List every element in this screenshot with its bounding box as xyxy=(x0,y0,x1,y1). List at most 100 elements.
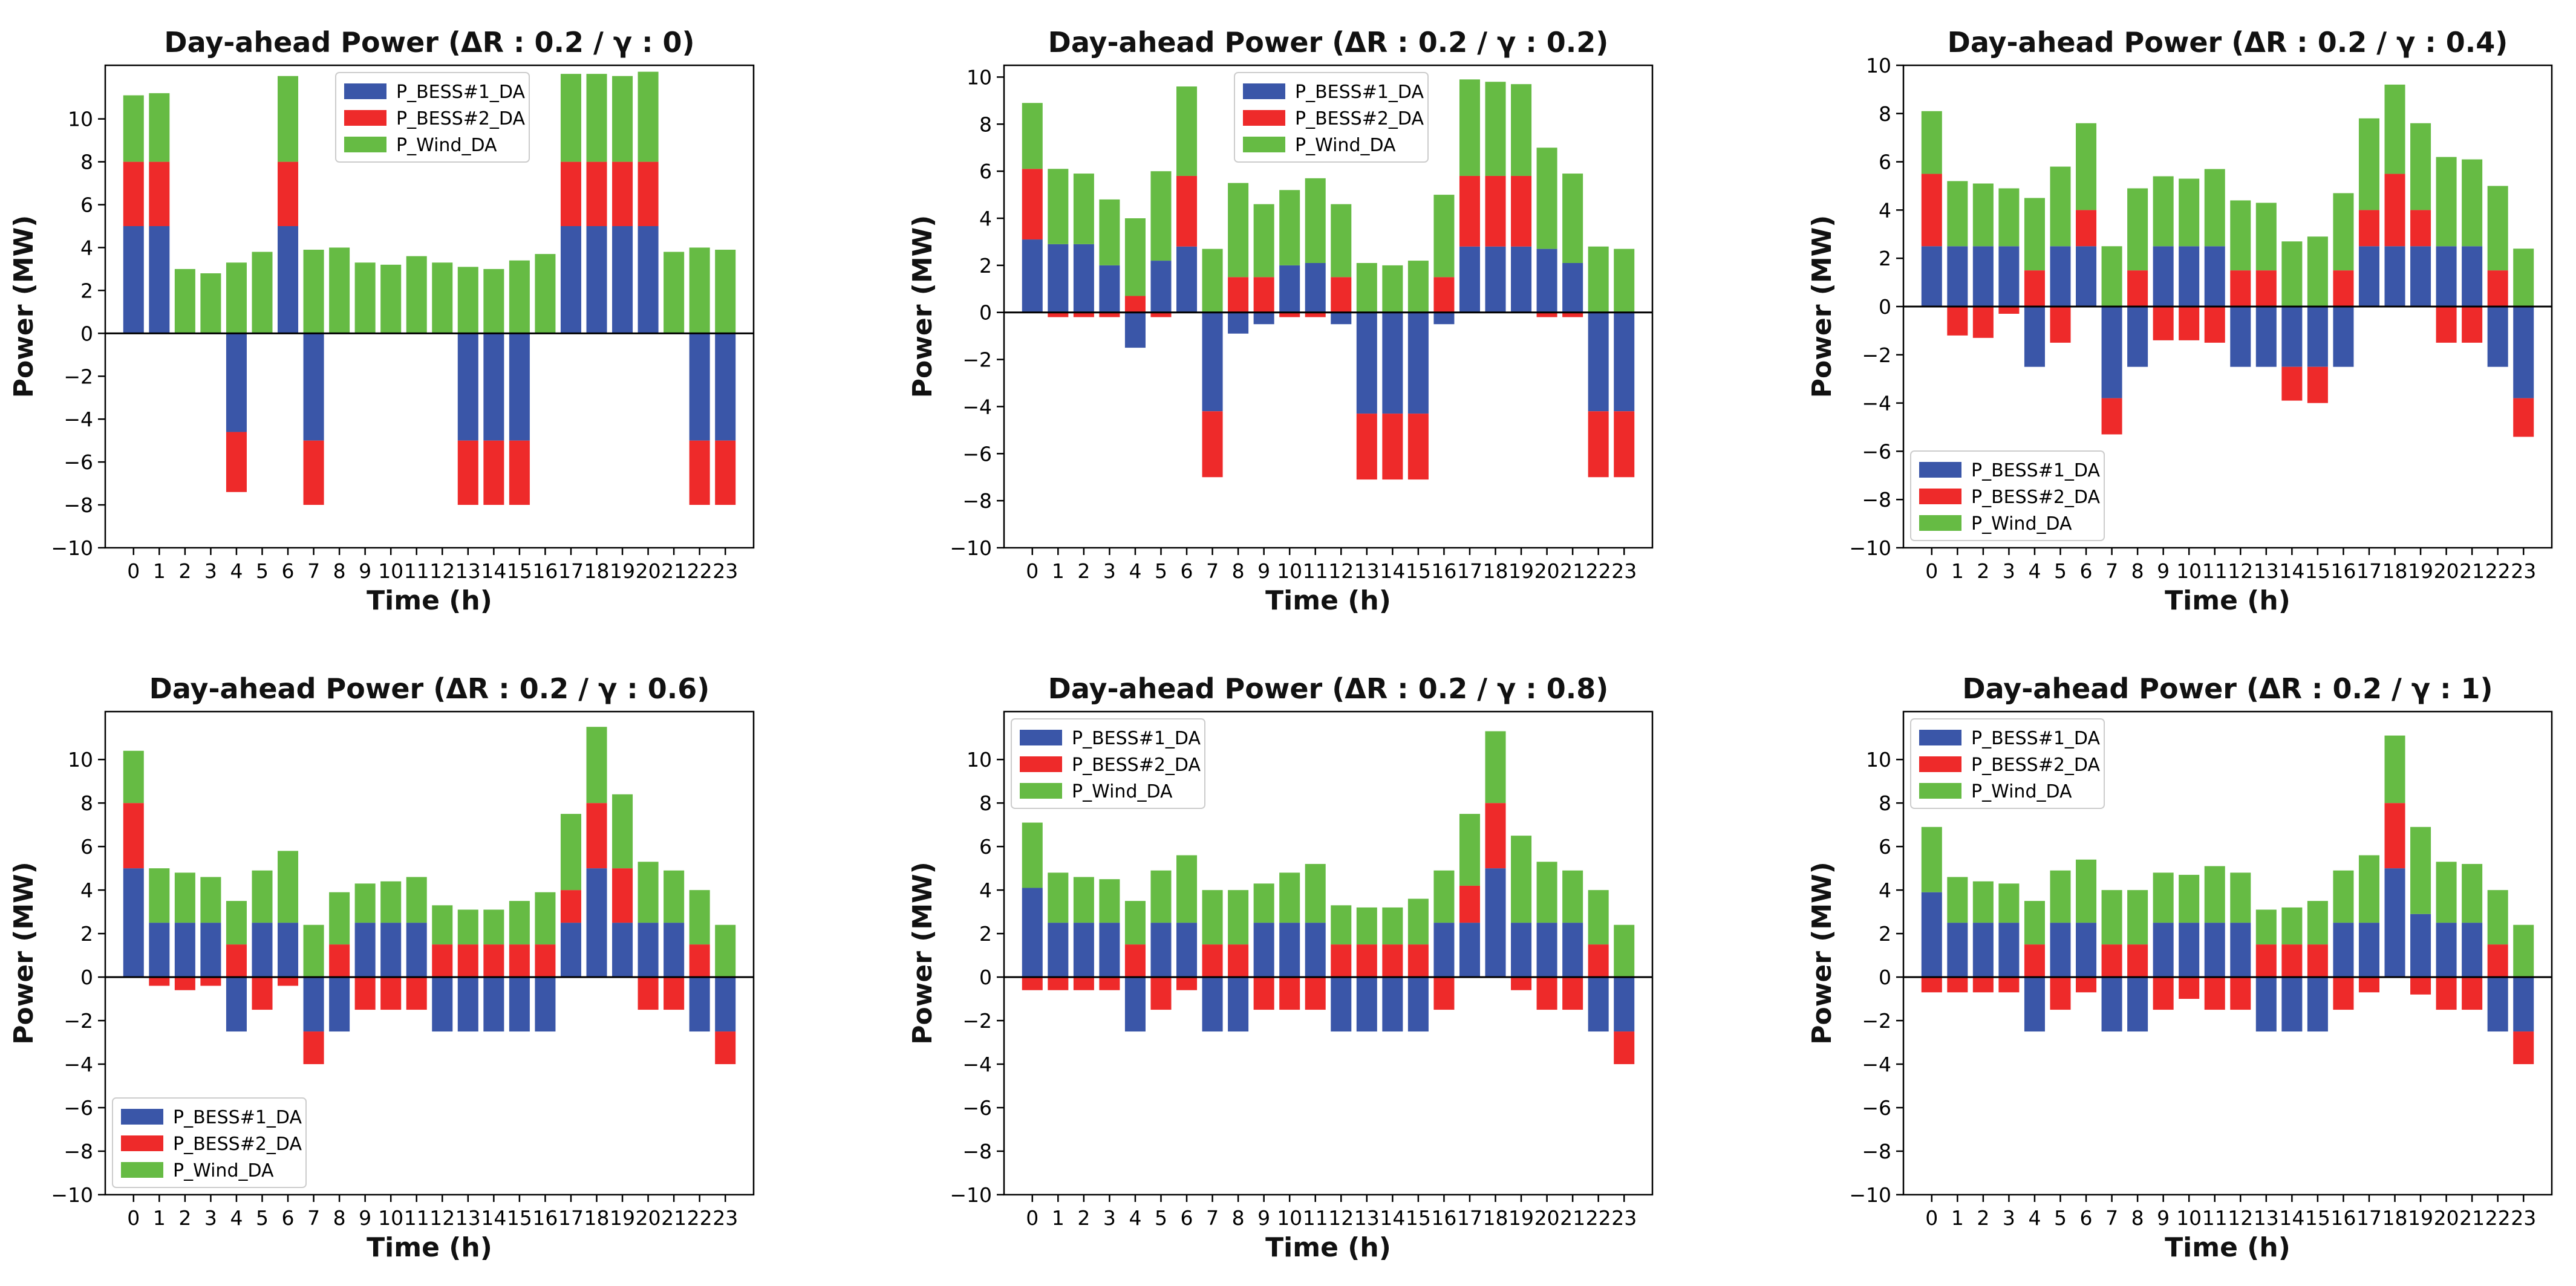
legend-label-2: P_BESS#2_DA xyxy=(1971,755,2101,776)
y-tick-label: −2 xyxy=(1862,1009,1891,1033)
bar-p-wind-da-h17 xyxy=(2358,855,2379,923)
bar-p-bess-1-da-h3 xyxy=(200,923,221,978)
bar-p-wind-da-h1 xyxy=(149,868,170,923)
x-tick-label: 5 xyxy=(256,559,269,583)
bar-p-bess-2-da-h9 xyxy=(2153,307,2174,340)
x-tick-label: 10 xyxy=(378,1206,403,1230)
bar-p-bess-2-da-h21 xyxy=(1562,977,1583,1010)
bar-p-bess-2-da-h13 xyxy=(2255,944,2277,978)
x-tick-label: 18 xyxy=(584,1206,610,1230)
bar-p-wind-da-h19 xyxy=(612,794,633,869)
bar-p-bess-2-da-h7 xyxy=(303,1031,324,1065)
bar-p-wind-da-h15 xyxy=(2307,236,2328,307)
x-tick-label: 21 xyxy=(661,1206,686,1230)
bar-p-bess-1-da-h20 xyxy=(637,226,659,334)
legend-swatch-3 xyxy=(1919,515,1961,531)
y-tick-label: 10 xyxy=(1866,748,1891,771)
bar-p-bess-2-da-h2 xyxy=(1972,977,1994,993)
y-tick-label: 4 xyxy=(1879,198,1891,222)
bar-p-bess-1-da-h14 xyxy=(2281,977,2303,1032)
bar-p-wind-da-h9 xyxy=(1253,204,1274,278)
bar-p-bess-2-da-h3 xyxy=(1998,977,2020,993)
bar-p-bess-1-da-h9 xyxy=(1253,923,1274,978)
bar-p-bess-2-da-h19 xyxy=(1511,175,1532,247)
x-tick-label: 1 xyxy=(153,1206,166,1230)
x-tick-label: 6 xyxy=(2080,1206,2093,1230)
bar-p-bess-1-da-h4 xyxy=(226,977,247,1032)
chart-panel-3: Day-ahead Power (ΔR : 0.2 / γ : 0.4) −10 −… xyxy=(1807,26,2553,616)
x-tick-label: 21 xyxy=(2459,559,2485,583)
bar-p-bess-1-da-h10 xyxy=(2179,923,2200,978)
bar-p-bess-2-da-h8 xyxy=(2127,944,2148,978)
x-tick-label: 12 xyxy=(2228,559,2253,583)
bar-p-bess-2-da-h20 xyxy=(637,977,659,1010)
bar-p-bess-2-da-h5 xyxy=(1150,977,1172,1010)
bar-p-wind-da-h17 xyxy=(1459,814,1480,886)
bar-p-bess-1-da-h2 xyxy=(1972,923,1994,978)
bar-p-bess-1-da-h6 xyxy=(1176,923,1198,978)
bar-p-bess-1-da-h3 xyxy=(1099,923,1120,978)
x-tick-label: 17 xyxy=(558,559,584,583)
bar-p-bess-2-da-h15 xyxy=(1407,414,1429,480)
legend-label-2: P_BESS#2_DA xyxy=(173,1134,302,1155)
bar-p-bess-2-da-h12 xyxy=(432,944,453,978)
bar-p-bess-1-da-h3 xyxy=(1099,265,1120,313)
bar-p-bess-2-da-h8 xyxy=(1228,277,1249,313)
legend-swatch-2 xyxy=(121,1135,163,1151)
x-tick-label: 22 xyxy=(1586,559,1611,583)
bar-p-wind-da-h0 xyxy=(1022,822,1043,888)
x-tick-label: 7 xyxy=(2105,1206,2118,1230)
y-tick-label: −10 xyxy=(950,536,992,560)
x-tick-label: 20 xyxy=(2434,559,2459,583)
bar-p-bess-1-da-h5 xyxy=(1150,923,1172,978)
plot-frame xyxy=(1003,64,1654,549)
bar-p-wind-da-h1 xyxy=(1947,181,1968,247)
x-tick-label: 22 xyxy=(2485,559,2511,583)
bar-p-wind-da-h2 xyxy=(1972,881,1994,923)
bar-p-bess-1-da-h19 xyxy=(1511,923,1532,978)
bar-p-bess-2-da-h22 xyxy=(689,440,710,505)
bar-p-bess-1-da-h6 xyxy=(278,923,299,978)
bar-p-bess-1-da-h16 xyxy=(2333,307,2354,367)
bar-p-bess-1-da-h21 xyxy=(1562,262,1583,313)
y-tick-label: −8 xyxy=(962,489,992,513)
bar-p-bess-1-da-h11 xyxy=(2204,246,2225,307)
bar-p-wind-da-h11 xyxy=(2204,866,2225,923)
bar-p-bess-1-da-h18 xyxy=(2384,246,2405,307)
bar-p-bess-2-da-h11 xyxy=(1305,977,1326,1010)
bar-p-bess-2-da-h4 xyxy=(2024,270,2045,307)
bar-p-wind-da-h16 xyxy=(1433,195,1455,278)
bar-p-bess-2-da-h5 xyxy=(2050,977,2071,1010)
bar-p-wind-da-h20 xyxy=(2436,157,2457,247)
legend-label-1: P_BESS#1_DA xyxy=(1971,728,2101,749)
x-tick-label: 6 xyxy=(1181,1206,1193,1230)
bar-p-bess-2-da-h18 xyxy=(1485,803,1506,869)
bar-p-wind-da-h21 xyxy=(664,870,685,923)
bar-p-wind-da-h12 xyxy=(1331,905,1352,945)
bar-p-bess-1-da-h19 xyxy=(1511,246,1532,313)
x-tick-label: 23 xyxy=(1611,1206,1637,1230)
legend-label-3: P_Wind_DA xyxy=(396,135,497,156)
y-tick-label: 10 xyxy=(967,65,992,89)
bar-p-wind-da-h16 xyxy=(535,892,556,945)
bar-p-bess-2-da-h20 xyxy=(2436,307,2457,343)
bar-p-bess-2-da-h13 xyxy=(2255,270,2277,307)
y-tick-label: −2 xyxy=(64,1009,93,1033)
bar-p-bess-2-da-h10 xyxy=(380,977,402,1010)
bar-p-wind-da-h1 xyxy=(149,93,170,162)
x-tick-label: 6 xyxy=(282,1206,295,1230)
bar-p-bess-1-da-h22 xyxy=(1588,977,1609,1032)
chart-panel-4: Day-ahead Power (ΔR : 0.2 / γ : 0.6) −10 −… xyxy=(8,672,755,1263)
y-tick-label: 0 xyxy=(979,966,992,989)
bar-p-wind-da-h13 xyxy=(2255,909,2277,945)
bar-p-bess-1-da-h19 xyxy=(2410,246,2431,307)
bar-p-bess-1-da-h1 xyxy=(149,226,170,334)
y-tick-label: 2 xyxy=(1879,247,1891,270)
x-tick-label: 14 xyxy=(481,1206,506,1230)
y-tick-label: 10 xyxy=(1866,54,1891,77)
x-tick-label: 7 xyxy=(307,1206,320,1230)
bar-p-wind-da-h0 xyxy=(1921,826,1942,892)
bar-p-bess-1-da-h22 xyxy=(2487,977,2508,1032)
x-axis-label: Time (h) xyxy=(1265,585,1391,616)
bar-p-bess-1-da-h16 xyxy=(2333,923,2354,978)
